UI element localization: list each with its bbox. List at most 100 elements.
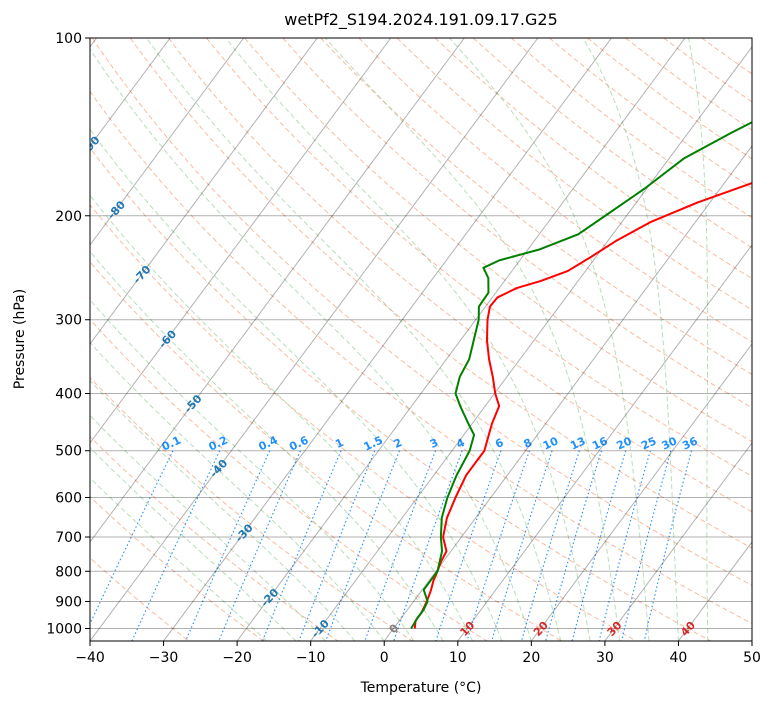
mixing-ratio-line [185,450,271,641]
moist-adiabat-line [90,379,356,641]
dry-adiabat-line [549,38,752,189]
isotherm-line [310,46,752,641]
isotherm-line [90,38,539,641]
mixing-ratio-line [520,450,580,641]
x-tick-label: −10 [296,650,326,666]
x-tick-label: 30 [596,650,614,666]
isotherms [90,38,752,641]
x-axis: −40 −30 −20 −10 0 10 20 30 40 50 [75,641,761,666]
moist-adiabat-line [90,299,415,641]
isotherm-line [90,38,171,147]
y-tick-label: 400 [55,387,82,403]
sounding-traces [410,121,752,630]
y-tick-label: 100 [55,31,82,47]
isotherm-line [90,38,392,444]
mixing-ratio-label: 16 [590,434,610,452]
chart-title: wetPf2_S194.2024.191.09.17.G25 [284,10,558,30]
isotherm-line [90,38,318,345]
isotherm-line [90,38,465,543]
moist-adiabat-line [146,38,562,641]
dry-adiabat-line [472,38,752,249]
dry-adiabat-line [396,38,752,311]
y-tick-label: 900 [55,594,82,610]
isotherm-label: -100 [51,66,80,95]
isotherm-label: -20 [258,586,281,610]
mixing-ratio-line [364,450,437,641]
mixing-ratio-line [571,450,627,641]
isotherm-label: -10 [309,617,332,641]
mixing-ratio-line [435,450,502,641]
mixing-ratio-line [598,450,651,641]
y-axis: 100 200 300 400 500 600 700 800 900 1000 [46,31,90,637]
mixing-ratio-label: 13 [568,434,587,452]
mixing-ratio-label: 6 [493,436,506,451]
isotherm-line [457,244,752,641]
plot-frame [89,37,753,642]
moist-adiabat-line [90,477,267,641]
y-tick-label: 1000 [46,621,82,637]
isotherm-label: 20 [531,619,551,639]
dry-adiabat-line [511,38,752,219]
moist-adiabat-line [90,194,473,641]
dry-adiabat-line [90,147,712,641]
mixing-ratio-line [466,450,530,641]
dry-adiabat-line [129,38,752,549]
mixing-ratio-line [491,450,553,641]
dry-adiabat-line [663,38,752,103]
x-axis-label: Temperature (°C) [360,680,482,696]
mixing-ratio-line [393,450,463,641]
mixing-ratio-line [90,450,174,625]
x-tick-label: −40 [75,650,105,666]
isotherm-label: -90 [79,133,102,157]
mixing-ratio-line [131,450,221,641]
mixing-ratio-label: 25 [639,434,658,452]
y-tick-label: 300 [55,313,82,329]
plot-area: 0.1 0.2 0.4 0.6 1 1.5 2 3 4 6 8 10 13 16 20 25 30 36-100-… [51,38,752,641]
isotherm-line [236,38,686,641]
mixing-ratio-label: 30 [660,434,680,452]
dry-adiabat-line [90,318,488,641]
dry-adiabat-line [90,495,264,641]
x-tick-label: 10 [449,650,467,666]
x-tick-label: −30 [149,650,179,666]
isotherm-line [383,145,752,641]
y-tick-label: 600 [55,490,82,506]
moist-adiabat-line [90,250,444,641]
mixing-ratio-line [545,450,603,641]
isotherm-label: -40 [207,457,230,481]
isotherm-label: -60 [156,327,179,351]
dry-adiabat-line [90,261,562,641]
dry-adiabat-line [434,38,752,280]
isotherm-line [678,541,752,641]
dry-adiabat-line [244,38,752,443]
moist-adiabat-line [449,38,650,641]
y-axis-label: Pressure (hPa) [12,289,28,389]
mixing-ratio-label: 2 [392,436,404,451]
isotherm-label: 10 [457,619,477,639]
isotherm-line [530,343,752,641]
isotherm-line [90,38,245,246]
mixing-ratio-label: 20 [615,434,635,452]
mixing-ratio-line [643,450,693,641]
mixing-ratio-line [218,450,301,641]
x-tick-label: 20 [522,650,540,666]
y-tick-label: 800 [55,564,82,580]
dry-adiabat-line [168,38,752,513]
mixing-ratio-label: 36 [680,434,700,452]
dry-adiabat-line [90,90,752,625]
x-tick-label: 0 [380,650,389,666]
moist-adiabat-line [582,38,679,641]
mixing-ratio-label: 10 [541,434,561,452]
temperature-line [413,182,752,629]
isobar-grid [90,38,752,629]
moist-adiabats [90,38,709,641]
mixing-ratio-label: 8 [522,436,534,451]
dewpoint-line [410,121,752,630]
isotherm-label: 40 [678,619,698,639]
moist-adiabat-line [325,38,621,641]
mixing-ratio-label: 3 [428,436,440,451]
isotherm-label: 30 [605,619,625,639]
dry-adiabat-line [90,435,339,641]
moist-adiabat-line [90,48,532,641]
